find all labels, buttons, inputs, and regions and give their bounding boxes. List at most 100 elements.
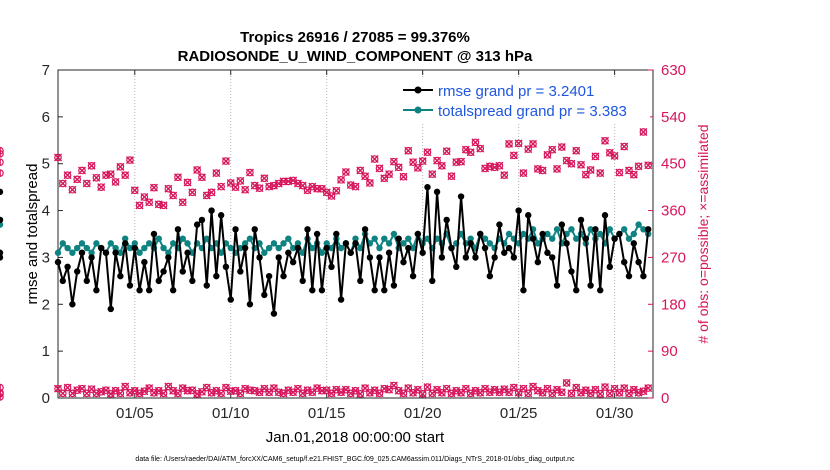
spread-point [131, 240, 138, 247]
spread-point [241, 240, 249, 247]
y-tick-label-right: 540 [661, 109, 686, 126]
obs-possible-circle [313, 184, 321, 193]
obs-assimilated-circle [183, 386, 192, 395]
obs-possible-cross-b [553, 164, 562, 173]
obs-possible-point [447, 172, 456, 181]
spread-point [573, 235, 580, 242]
obs-possible-circle [538, 166, 547, 175]
spread-point [227, 244, 234, 252]
rmse-point [544, 249, 551, 256]
obs-possible-point [169, 191, 178, 200]
obs-possible-cross-b [514, 139, 523, 148]
obs-possible-point [385, 170, 394, 179]
obs-assimilated-circle [188, 386, 197, 394]
obs-possible-cross-b [389, 157, 398, 166]
obs-possible-point [149, 183, 158, 192]
obs-possible-cross-b [197, 173, 206, 182]
obs-possible-point [173, 173, 182, 182]
obs-possible-circle [217, 182, 225, 191]
rmse-point [155, 277, 162, 285]
obs-assimilated-cross-b [121, 382, 130, 391]
rmse-point [184, 249, 191, 256]
obs-assimilated-cross-b [572, 383, 581, 392]
obs-possible-cross-b [73, 175, 82, 184]
obs-possible-cross-b [356, 166, 365, 175]
rmse-point [515, 207, 522, 214]
rmse-point [414, 230, 422, 238]
obs-assimilated-cross-b [303, 386, 312, 395]
obs-possible-cross-b [476, 144, 485, 153]
obs-assimilated-cross-b [394, 386, 403, 395]
legend-box [398, 78, 650, 122]
obs-possible-circle [442, 147, 451, 156]
obs-possible-circle [404, 146, 413, 155]
obs-possible-circle [188, 188, 197, 197]
obs-assimilated-circle [476, 388, 485, 397]
chart-subtitle: RADIOSONDE_U_WIND_COMPONENT @ 313 hPa [178, 48, 533, 65]
rmse-point [217, 212, 225, 219]
rmse-point [93, 287, 100, 294]
obs-possible-circle [433, 156, 441, 165]
obs-assimilated-cross-b [629, 385, 638, 394]
obs-possible-cross-b [207, 188, 216, 197]
obs-assimilated-cross-b [87, 385, 96, 394]
obs-assimilated-circle [246, 386, 254, 394]
obs-assimilated-cross-b [154, 386, 163, 395]
rmse-point [635, 258, 642, 266]
rmse-point [165, 254, 172, 261]
obs-possible-circle [78, 166, 86, 175]
obs-assimilated-cross-b [130, 386, 139, 395]
obs-possible-circle [164, 184, 173, 193]
obs-assimilated-cross-b [188, 386, 197, 395]
rmse-point [371, 287, 378, 294]
obs-possible-circle [212, 169, 221, 177]
rmse-point [611, 235, 618, 242]
obs-possible-point [351, 182, 360, 191]
obs-possible-circle [558, 143, 566, 151]
spread-point [309, 244, 316, 252]
obs-possible-point [418, 157, 427, 166]
rmse-point [630, 240, 638, 247]
rmse-point [150, 230, 158, 238]
obs-possible-circle [121, 171, 129, 179]
spread-point [54, 249, 62, 256]
obs-possible-cross-b [236, 176, 245, 185]
obs-assimilated-circle [428, 389, 437, 398]
rmse-point [270, 310, 278, 317]
obs-possible-point [73, 175, 82, 184]
obs-assimilated-cross-b [361, 384, 370, 393]
obs-possible-cross-b [255, 184, 264, 193]
obs-possible-circle [361, 172, 369, 181]
obs-possible-circle [0, 169, 4, 177]
obs-assimilated-cross-b [207, 388, 216, 397]
obs-possible-cross-b [169, 191, 178, 200]
obs-possible-cross-b [125, 156, 134, 165]
obs-possible-cross-b [106, 170, 115, 179]
rmse-point [400, 258, 407, 266]
obs-possible-point [476, 144, 485, 153]
obs-possible-circle [193, 166, 201, 174]
x-tick-label: 01/10 [212, 405, 250, 422]
obs-possible-cross-b [442, 147, 451, 156]
y-tick-label-left: 7 [42, 62, 50, 79]
obs-possible-point [620, 142, 629, 151]
obs-assimilated-cross-b [596, 389, 605, 398]
obs-assimilated-circle [217, 389, 225, 398]
obs-possible-cross-b [562, 156, 571, 165]
obs-possible-circle [370, 155, 379, 163]
rmse-point [496, 221, 503, 228]
obs-possible-cross-b [140, 193, 149, 202]
obs-possible-point [375, 164, 384, 173]
obs-possible-point [0, 150, 4, 158]
obs-assimilated-cross-b [337, 388, 346, 397]
spread-point [203, 235, 210, 242]
obs-possible-cross-b [404, 146, 413, 155]
obs-assimilated-cross-b [591, 385, 600, 394]
obs-possible-cross-b [202, 191, 211, 200]
spread-point [635, 221, 642, 228]
obs-possible-cross-b [457, 157, 466, 166]
obs-possible-circle [630, 170, 638, 179]
obs-assimilated-cross-b [68, 389, 77, 398]
obs-assimilated-circle [0, 390, 4, 398]
obs-possible-cross-b [509, 151, 518, 160]
